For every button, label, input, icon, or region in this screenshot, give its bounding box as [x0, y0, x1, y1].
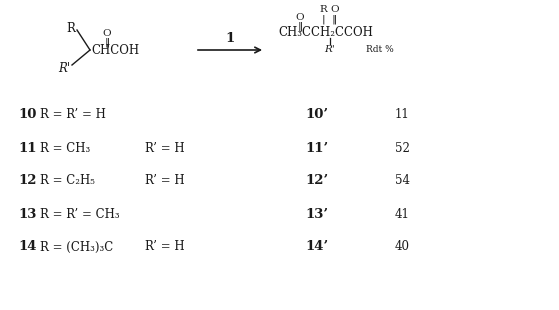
- Text: 12’: 12’: [305, 175, 328, 188]
- Text: R = CH₃: R = CH₃: [40, 141, 90, 154]
- Text: Rdt %: Rdt %: [366, 46, 394, 55]
- Text: 11: 11: [395, 108, 410, 122]
- Text: 13: 13: [18, 207, 36, 220]
- Text: 11: 11: [18, 141, 36, 154]
- Text: 11’: 11’: [305, 141, 328, 154]
- Text: R': R': [58, 61, 70, 74]
- Text: R': R': [325, 46, 335, 55]
- Text: 10’: 10’: [305, 108, 328, 122]
- Text: O: O: [296, 14, 304, 23]
- Text: CHCOH: CHCOH: [91, 43, 139, 56]
- Text: R O: R O: [320, 6, 340, 15]
- Text: R: R: [66, 21, 75, 34]
- Text: 12: 12: [18, 175, 36, 188]
- Text: R’ = H: R’ = H: [145, 141, 184, 154]
- Text: R = (CH₃)₃C: R = (CH₃)₃C: [40, 241, 113, 254]
- Text: 14’: 14’: [305, 241, 328, 254]
- Text: 40: 40: [395, 241, 410, 254]
- Text: R’ = H: R’ = H: [145, 175, 184, 188]
- Text: R = R’ = CH₃: R = R’ = CH₃: [40, 207, 120, 220]
- Text: 52: 52: [395, 141, 410, 154]
- Text: |  ‖: | ‖: [323, 14, 338, 24]
- Text: R = C₂H₅: R = C₂H₅: [40, 175, 95, 188]
- Text: 1: 1: [225, 32, 235, 45]
- Text: ‖: ‖: [105, 37, 110, 47]
- Text: R = R’ = H: R = R’ = H: [40, 108, 106, 122]
- Text: 54: 54: [395, 175, 410, 188]
- Text: R’ = H: R’ = H: [145, 241, 184, 254]
- Text: 10: 10: [18, 108, 36, 122]
- Text: 41: 41: [395, 207, 410, 220]
- Text: ‖: ‖: [297, 21, 302, 31]
- Text: 13’: 13’: [305, 207, 328, 220]
- Text: O: O: [103, 29, 111, 38]
- Text: CH₃CCH₂CCOH: CH₃CCH₂CCOH: [278, 26, 373, 39]
- Text: 14: 14: [18, 241, 36, 254]
